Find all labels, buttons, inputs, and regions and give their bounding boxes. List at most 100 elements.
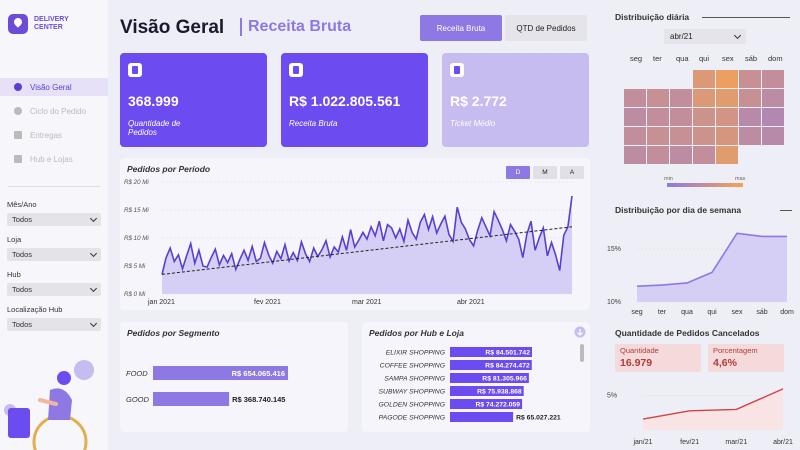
category-label: FOOD	[126, 369, 148, 378]
heatmap-cell	[739, 89, 761, 107]
category-label: ELIXIR SHOPPING	[386, 350, 445, 357]
bar	[153, 392, 230, 406]
x-tick-label: mar 2021	[352, 299, 382, 306]
bar	[450, 347, 532, 357]
cancelados-title: Quantidade de Pedidos Cancelados	[615, 328, 760, 338]
chevron-down-icon	[733, 31, 742, 39]
pie-chart-icon	[14, 83, 22, 91]
kpi-card-quantidade: 368.999 Quantidade de Pedidos	[120, 53, 267, 147]
heatmap-cell	[670, 108, 692, 126]
month-value: abr/21	[670, 32, 693, 41]
y-tick-label: R$ 15 Mi	[124, 207, 149, 214]
heatmap-cell	[624, 127, 646, 145]
filter-select-mes-ano[interactable]: Todos	[7, 213, 101, 226]
category-label: COFFEE SHOPPING	[380, 363, 445, 370]
kpi-label: Quantidade de Pedidos	[128, 119, 181, 137]
heatmap-cell	[670, 127, 692, 145]
category-label: SAMPA SHOPPING	[384, 376, 445, 383]
sidebar: DELIVERY CENTER Visão Geral Ciclo do Ped…	[0, 0, 108, 450]
scrollbar[interactable]	[580, 344, 584, 362]
divider	[8, 186, 100, 187]
qtd-pedidos-button[interactable]: QTD de Pedidos	[505, 15, 587, 41]
kpi-value: R$ 1.022.805.561	[289, 93, 401, 109]
chevron-down-icon	[89, 284, 98, 292]
filter-select-hub[interactable]: Todos	[7, 283, 101, 296]
cancel-pct-value: 4,6%	[713, 357, 737, 369]
semana-chart: 15% 10% seg ter qua qui sex sáb dom	[607, 232, 794, 316]
filter-value: Todos	[12, 285, 33, 294]
x-tick-label: jan/21	[632, 439, 652, 446]
bar	[153, 366, 288, 380]
data-label: R$ 75.938.868	[477, 389, 522, 396]
heatmap-cell	[693, 108, 715, 126]
bar	[450, 399, 523, 409]
x-tick-label: qui	[707, 309, 717, 316]
heatmap-cell	[739, 108, 761, 126]
weekday-label: ter	[653, 54, 662, 63]
data-label: R$ 368.740.145	[232, 395, 285, 404]
cancel-pct-card: Porcentagem 4,6%	[708, 344, 784, 372]
filter-select-localizacao-hub[interactable]: Todos	[7, 318, 101, 331]
y-tick-label: 10%	[607, 299, 621, 306]
heatmap-cell	[716, 146, 738, 164]
y-tick-label: 5%	[607, 393, 617, 400]
x-tick-label: fev/21	[680, 439, 699, 446]
toggle-a[interactable]: A	[560, 166, 584, 179]
month-select[interactable]: abr/21	[664, 29, 746, 44]
filter-label-loja: Loja	[7, 235, 22, 244]
heatmap-cell	[716, 127, 738, 145]
heatmap-cell	[762, 70, 784, 88]
heatmap-cell	[647, 89, 669, 107]
series-area	[637, 233, 787, 302]
nav-item-hub-lojas[interactable]: Hub e Lojas	[0, 150, 108, 168]
series-line	[636, 232, 787, 287]
heatmap-cell	[693, 146, 715, 164]
toggle-m[interactable]: M	[533, 166, 557, 179]
y-tick-label: R$ 10 Mi	[124, 235, 149, 242]
x-tick-label: qua	[681, 309, 693, 316]
series-area	[162, 196, 572, 294]
heatmap-cell	[693, 89, 715, 107]
chevron-down-icon	[89, 214, 98, 222]
heatmap-cell	[762, 108, 784, 126]
filter-value: Todos	[12, 250, 33, 259]
logo: DELIVERY CENTER	[8, 14, 74, 34]
nav-item-entregas[interactable]: Entregas	[0, 126, 108, 144]
filter-label-localizacao-hub: Localização Hub	[7, 305, 63, 314]
nav-menu: Visão Geral Ciclo do Pedido Entregas Hub…	[0, 78, 108, 174]
receita-bruta-button[interactable]: Receita Bruta	[420, 15, 502, 41]
category-label: SUBWAY SHOPPING	[379, 389, 445, 396]
x-tick-label: mar/21	[725, 439, 747, 446]
cancel-qty-value: 16.979	[620, 357, 653, 369]
divider	[780, 210, 792, 211]
kpi-card-ticket: R$ 2.772 Ticket Médio	[442, 53, 589, 147]
category-label: GOLDEN SHOPPING	[379, 402, 445, 409]
money-icon	[289, 63, 303, 77]
hub-chart: ELIXIR SHOPPING R$ 84.501.742 COFFEE SHOPP…	[379, 347, 561, 422]
heatmap-cell	[670, 89, 692, 107]
heatmap-cell	[624, 108, 646, 126]
nav-item-ciclo-pedido[interactable]: Ciclo do Pedido	[0, 102, 108, 120]
toggle-d[interactable]: D	[506, 166, 530, 179]
down-arrow-icon[interactable]	[574, 326, 586, 338]
series-line	[642, 388, 784, 420]
weekday-label: qua	[676, 54, 689, 63]
x-tick-label: abr/21	[773, 439, 793, 446]
weekday-label: seg	[630, 54, 643, 63]
series-area	[643, 388, 783, 430]
heatmap-cell	[624, 89, 646, 107]
heatmap-cell	[762, 89, 784, 107]
kpi-label: Receita Bruta	[289, 119, 338, 128]
cancel-qty-label: Quantidade	[620, 346, 659, 355]
nav-item-visao-geral[interactable]: Visão Geral	[0, 78, 108, 96]
bar	[450, 373, 529, 383]
periodo-panel: Pedidos por Período D M A R$ 20 Mi R$ 15 …	[120, 158, 590, 310]
heatmap-cell	[716, 89, 738, 107]
x-tick-label: sex	[732, 309, 743, 316]
page-title: Visão Geral	[120, 17, 225, 38]
bar	[450, 386, 524, 396]
filters: Mês/Ano Todos Loja Todos Hub Todos Local…	[7, 200, 101, 340]
filter-select-loja[interactable]: Todos	[7, 248, 101, 261]
heatmap-cell	[693, 127, 715, 145]
data-label: R$ 84.274.472	[485, 363, 530, 370]
